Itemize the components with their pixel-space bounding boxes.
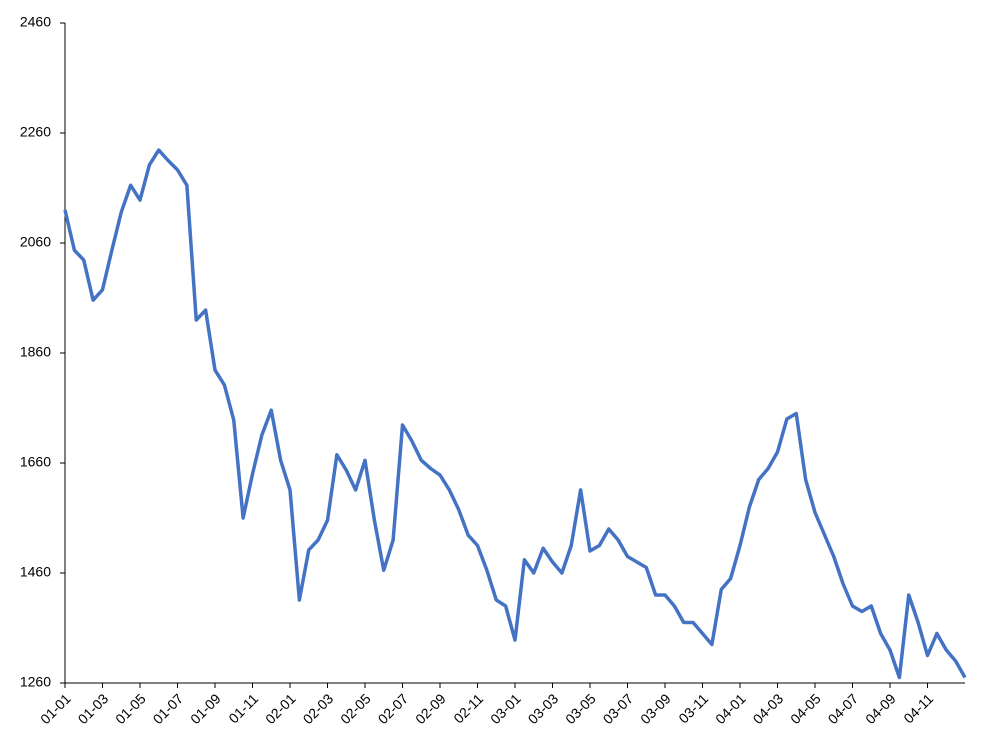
data-line bbox=[63, 148, 967, 680]
y-tick-label: 1460 bbox=[20, 564, 51, 580]
y-tick-label: 2060 bbox=[20, 234, 51, 250]
x-tick-label: 04-07 bbox=[825, 690, 862, 727]
y-tick-label: 1660 bbox=[20, 454, 51, 470]
x-tick-label: 01-03 bbox=[75, 690, 112, 727]
x-tick-label: 03-07 bbox=[600, 690, 637, 727]
y-tick-label: 2460 bbox=[20, 14, 51, 30]
x-tick-label: 04-01 bbox=[712, 690, 749, 727]
x-tick-label: 03-01 bbox=[487, 690, 524, 727]
x-tick-label: 04-03 bbox=[750, 690, 787, 727]
x-tick-label: 03-03 bbox=[525, 690, 562, 727]
x-tick-label: 02-03 bbox=[300, 690, 337, 727]
x-tick-label: 01-01 bbox=[37, 690, 74, 727]
x-tick-label: 02-11 bbox=[450, 690, 486, 726]
x-tick-label: 03-11 bbox=[675, 690, 711, 726]
x-tick-label: 02-01 bbox=[262, 690, 299, 727]
y-tick-label: 1860 bbox=[20, 344, 51, 360]
x-tick-label: 02-09 bbox=[412, 690, 449, 727]
x-tick-label: 01-11 bbox=[225, 690, 261, 726]
x-tick-label: 04-09 bbox=[862, 690, 899, 727]
x-tick-label: 04-11 bbox=[900, 690, 936, 726]
x-tick-label: 03-09 bbox=[637, 690, 674, 727]
x-tick-label: 01-09 bbox=[187, 690, 224, 727]
x-tick-label: 04-05 bbox=[787, 690, 824, 727]
x-tick-label: 03-05 bbox=[562, 690, 599, 727]
x-tick-label: 02-07 bbox=[375, 690, 412, 727]
x-tick-label: 02-05 bbox=[337, 690, 374, 727]
y-tick-label: 2260 bbox=[20, 124, 51, 140]
x-tick-label: 01-05 bbox=[112, 690, 149, 727]
x-tick-label: 01-07 bbox=[150, 690, 187, 727]
y-tick-label: 1260 bbox=[20, 674, 51, 690]
